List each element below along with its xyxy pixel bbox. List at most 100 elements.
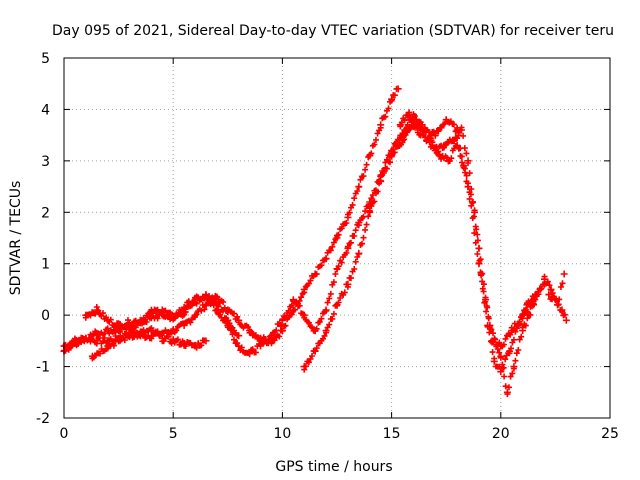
data-point [311, 270, 319, 278]
data-point [88, 352, 96, 360]
data-point [377, 121, 385, 129]
data-point [405, 111, 413, 119]
data-point [224, 316, 232, 324]
x-tick-label: 15 [383, 426, 401, 442]
data-point [508, 327, 516, 335]
data-point [449, 136, 457, 144]
data-point [558, 306, 566, 314]
data-point [311, 347, 319, 355]
data-point [180, 321, 188, 329]
data-point [147, 327, 155, 335]
data-point [311, 327, 319, 335]
data-point [514, 321, 522, 329]
data-point [333, 234, 341, 242]
axis-ticks: 0 5 10 15 20 25 -2 -1 0 1 2 3 4 5 [36, 51, 619, 442]
data-point [71, 339, 79, 347]
data-point [490, 357, 498, 365]
x-tick-label: 20 [492, 426, 510, 442]
data-point [484, 321, 492, 329]
data-point [475, 244, 483, 252]
data-point [540, 275, 548, 283]
data-point [278, 316, 286, 324]
data-point [115, 321, 123, 329]
chart-title: Day 095 of 2021, Sidereal Day-to-day VTE… [52, 23, 614, 39]
data-point [497, 342, 505, 350]
data-point [366, 152, 374, 160]
data-point [355, 183, 363, 191]
data-point [396, 121, 404, 129]
data-point [333, 301, 341, 309]
series-track-a [60, 85, 402, 350]
data-point [532, 291, 540, 299]
data-point [126, 332, 134, 340]
series-track-i [545, 291, 570, 324]
data-point [560, 270, 568, 278]
data-point [169, 314, 177, 322]
data-point [457, 126, 465, 134]
data-point [136, 316, 144, 324]
data-point [444, 157, 452, 165]
y-tick-label: 3 [41, 154, 50, 170]
data-point [355, 249, 363, 257]
data-point [497, 352, 505, 360]
data-point [551, 296, 559, 304]
data-point [440, 141, 448, 149]
data-point [147, 309, 155, 317]
y-tick-label: 2 [41, 205, 50, 221]
data-point [423, 136, 431, 144]
x-tick-label: 10 [273, 426, 291, 442]
series-track-d [88, 325, 210, 362]
data-point [394, 85, 402, 93]
data-point [431, 147, 439, 155]
data-point [366, 208, 374, 216]
data-point [235, 332, 243, 340]
data-point [477, 270, 485, 278]
data-point [267, 332, 275, 340]
y-axis-label: SDTVAR / TECUs [8, 181, 24, 296]
data-point [246, 327, 254, 335]
series-track-c [82, 292, 243, 340]
data-point [115, 337, 123, 345]
data-point [523, 301, 531, 309]
data-point [202, 301, 210, 309]
data-point [289, 296, 297, 304]
data-point [464, 157, 472, 165]
data-point [82, 311, 90, 319]
data-point [562, 316, 570, 324]
data-point [213, 293, 221, 301]
data-point [453, 141, 461, 149]
data-point [442, 116, 450, 124]
data-point [169, 337, 177, 345]
data-point [180, 339, 188, 347]
data-point [388, 152, 396, 160]
data-point [169, 327, 177, 335]
y-tick-label: 1 [41, 257, 50, 273]
data-point [202, 337, 210, 345]
data-point [300, 363, 308, 371]
series-track-h [540, 270, 568, 309]
data-point [377, 177, 385, 185]
data-point [401, 126, 409, 134]
data-point [431, 131, 439, 139]
data-point [392, 141, 400, 149]
data-point [519, 327, 527, 335]
y-tick-label: 4 [41, 102, 50, 118]
data-point [191, 311, 199, 319]
data-point [547, 285, 555, 293]
data-point [344, 280, 352, 288]
plot-frame [63, 57, 611, 419]
data-point [418, 121, 426, 129]
data-point [158, 306, 166, 314]
data-point [510, 363, 518, 371]
data-point [414, 126, 422, 134]
data-point [506, 347, 514, 355]
data-point [158, 334, 166, 342]
data-point [257, 342, 265, 350]
data-point [322, 255, 330, 263]
x-axis-label: GPS time / hours [275, 459, 392, 475]
data-point [333, 265, 341, 273]
data-point [191, 296, 199, 304]
data-point [388, 95, 396, 103]
data-point [355, 219, 363, 227]
data-point [497, 368, 505, 376]
